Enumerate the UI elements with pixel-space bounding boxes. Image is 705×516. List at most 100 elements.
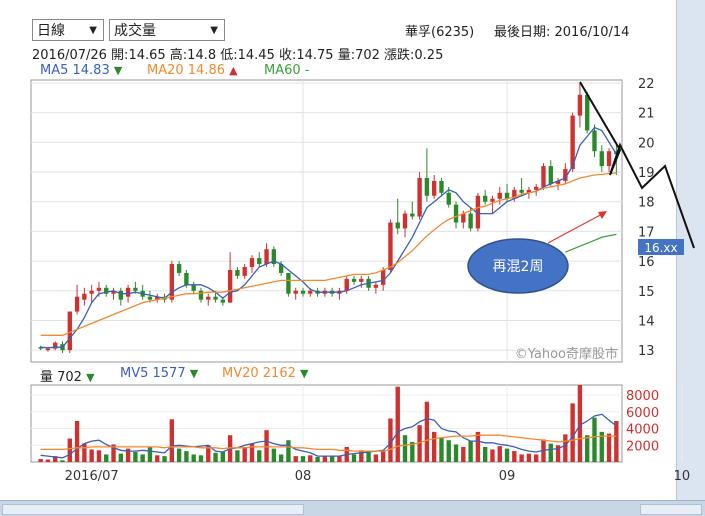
ma20-legend: MA20 14.86 ▲ [147, 63, 238, 78]
volume-legend: 量 702 ▼ [40, 366, 95, 385]
candle-body [388, 222, 393, 270]
candle-body [45, 348, 51, 351]
scrollbar-track[interactable] [2, 504, 304, 515]
mv20-line [40, 434, 617, 452]
candle-body [497, 192, 502, 199]
volume-bar [242, 446, 247, 462]
price-tick-label: 22 [638, 77, 655, 92]
candle-body [118, 290, 123, 300]
candle-body [176, 264, 182, 273]
mv20-legend: MV20 2162 ▼ [222, 366, 308, 381]
candle-body [410, 213, 415, 217]
volume-bar [504, 448, 510, 462]
horizontal-scrollbar[interactable] [0, 500, 705, 516]
volume-bar [475, 431, 481, 462]
candle-body [227, 269, 233, 303]
down-arrow-icon: ▼ [113, 64, 123, 77]
volume-bar [60, 460, 65, 462]
period-select[interactable]: 日線 ▼ [32, 19, 104, 41]
volume-bar [96, 450, 102, 462]
candle-body [184, 272, 189, 285]
volume-bar [453, 444, 459, 462]
volume-bar [548, 443, 553, 462]
volume-bar [257, 450, 262, 462]
volume-bar [402, 435, 408, 462]
volume-bar [490, 449, 495, 462]
x-tick-label: 10 [674, 469, 691, 484]
candle-body [395, 222, 400, 229]
candle-body [96, 287, 102, 291]
candle-body [344, 278, 349, 291]
down-arrow-icon: ▼ [189, 367, 199, 380]
candle-body [308, 290, 313, 294]
volume-bar [570, 403, 575, 462]
annotation-bubble-text: 再混2周 [493, 259, 544, 275]
candle-body [526, 189, 532, 193]
volume-bar [147, 446, 153, 462]
volume-bar [519, 454, 524, 462]
candle-body [213, 296, 218, 300]
candle-body [264, 249, 269, 265]
candle-body [606, 151, 612, 167]
price-tick-label: 13 [638, 344, 655, 359]
candle-body [104, 287, 109, 294]
volume-bar [329, 456, 335, 462]
indicator-select[interactable]: 成交量 ▼ [109, 19, 225, 41]
volume-bar [497, 446, 502, 462]
candle-body [169, 264, 175, 300]
volume-bar [468, 441, 473, 462]
volume-bar [155, 455, 160, 462]
down-arrow-icon: ▼ [86, 371, 95, 384]
candle-body [242, 267, 247, 276]
price-tag [638, 239, 684, 255]
scrollbar-thumb[interactable] [640, 504, 702, 515]
volume-bar [366, 451, 371, 462]
volume-bar [140, 454, 145, 462]
volume-bar [220, 451, 226, 462]
candle-body [82, 293, 87, 300]
ohlc-info: 2016/07/26 開:14.65 高:14.8 低:14.45 收:14.7… [32, 48, 444, 63]
candle-body [74, 296, 80, 312]
volume-bar [184, 451, 189, 462]
candle-body [125, 287, 131, 297]
price-tick-label: 14 [638, 314, 655, 329]
candle-body [373, 284, 379, 288]
up-arrow-icon: ▲ [229, 64, 238, 77]
price-tick-label: 17 [638, 225, 655, 240]
down-arrow-icon: ▼ [300, 367, 309, 380]
volume-bar [351, 454, 357, 462]
ma5-label: MA5 14.83 [40, 63, 110, 78]
last-date: 最後日期: 2016/10/14 [494, 25, 630, 40]
volume-bar [461, 446, 466, 462]
annotation-zigzag-line [579, 81, 695, 249]
price-tick-label: 19 [638, 166, 655, 181]
price-panel [30, 79, 623, 363]
volume-bar [111, 444, 116, 462]
volume-bar [53, 456, 58, 462]
ma5-legend: MA5 14.83 ▼ [40, 63, 122, 78]
volume-tick-label: 2000 [626, 439, 659, 454]
volume-bar [388, 418, 393, 462]
candle-body [490, 198, 495, 202]
volume-bar [373, 454, 379, 462]
candle-body [453, 204, 459, 223]
candle-body [512, 189, 517, 199]
stock-name: 華孚(6235) [405, 25, 475, 40]
price-tick-label: 21 [638, 107, 655, 122]
candle-body [431, 180, 437, 196]
price-tag-text: 16.xx [644, 241, 677, 255]
price-tick-label: 18 [638, 196, 655, 211]
candle-body [468, 213, 473, 229]
volume-bar [417, 425, 422, 462]
volume-bar [606, 433, 612, 462]
candle-body [147, 296, 153, 300]
volume-tick-label: 4000 [626, 423, 659, 438]
volume-bar [585, 435, 590, 462]
candle-body [504, 192, 510, 199]
ma60-legend: MA60 - [264, 63, 309, 78]
x-tick-label: 09 [499, 469, 516, 484]
volume-bar [380, 450, 386, 462]
candle-body [424, 177, 430, 196]
ma60-line [565, 233, 617, 253]
candle-body [271, 249, 277, 265]
